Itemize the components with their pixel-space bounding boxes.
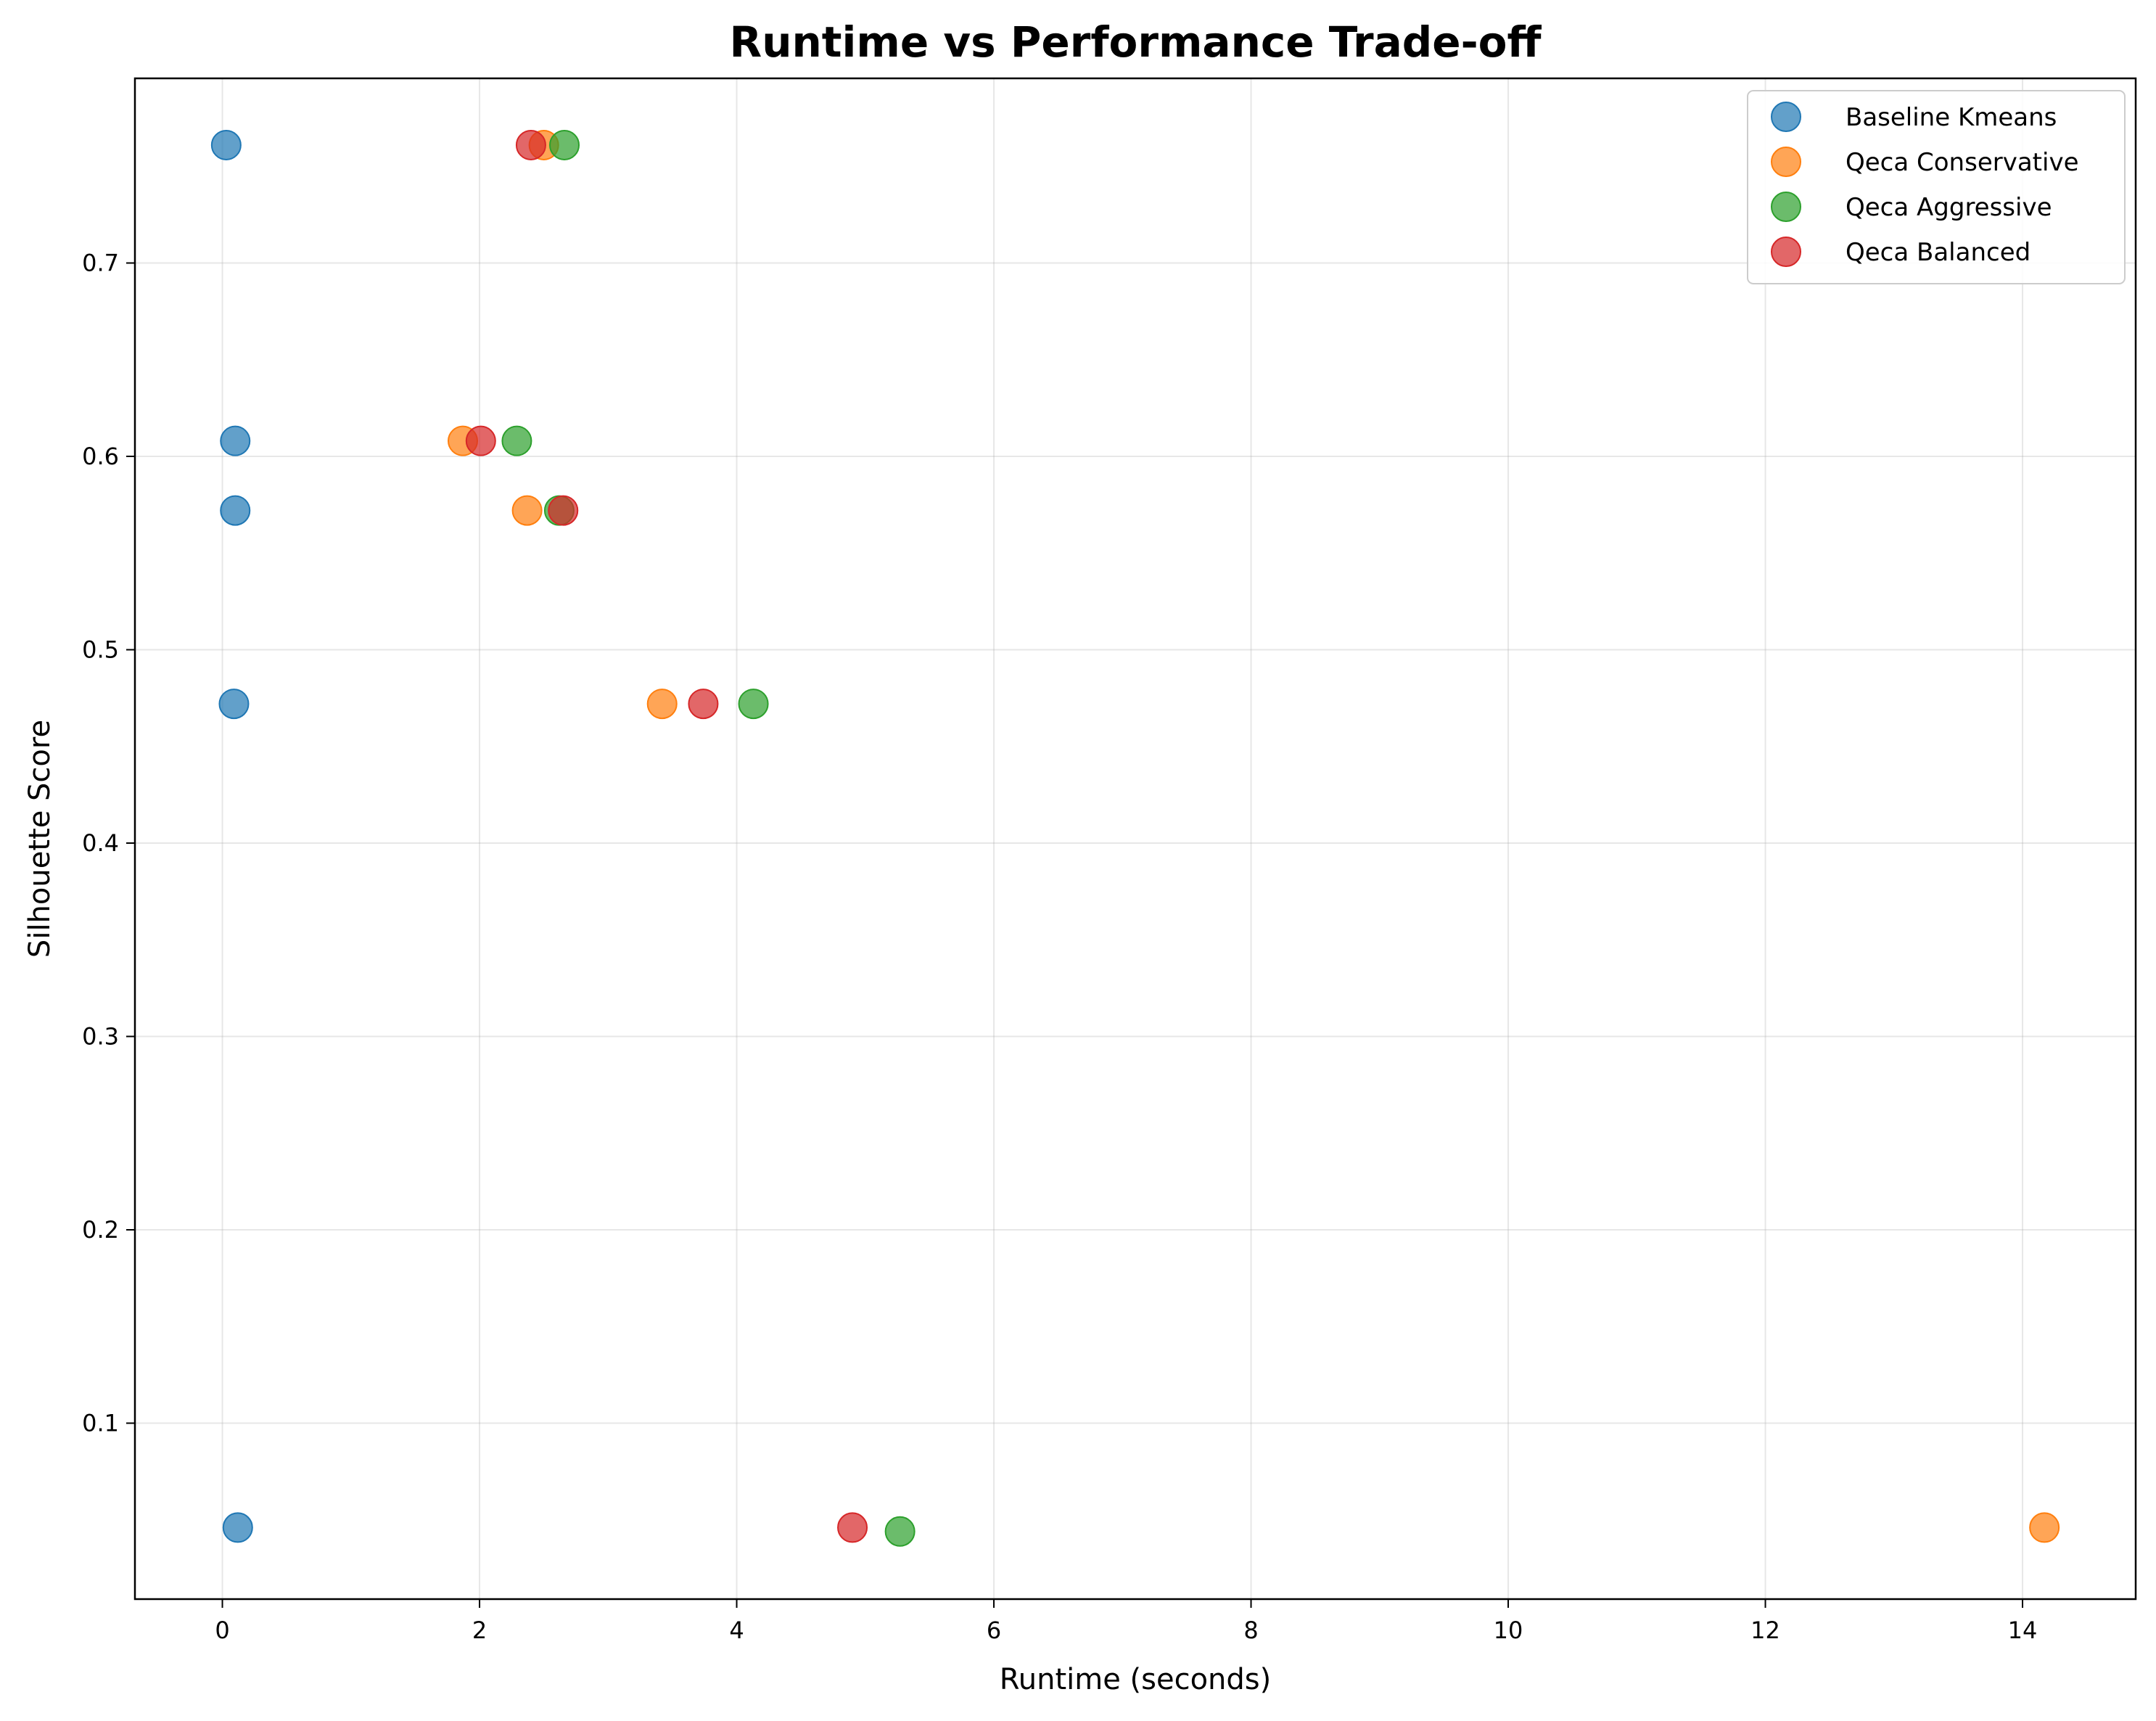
legend-label: Qeca Aggressive [1846,193,2052,222]
x-tick-label: 4 [729,1617,744,1644]
x-tick-label: 14 [2008,1617,2038,1644]
legend-marker [1771,237,1801,267]
scatter-point [511,495,543,526]
y-tick-label: 0.5 [82,636,119,663]
grid-lines [135,78,2136,1599]
scatter-point [222,1512,253,1543]
legend-marker [1771,147,1801,177]
x-tick-label: 12 [1750,1617,1780,1644]
legend-marker [1771,192,1801,222]
legend-label: Qeca Balanced [1846,238,2030,267]
x-axis-ticks: 0 2 4 6 8 10 12 14 [215,1599,2037,1644]
y-tick-label: 0.1 [82,1409,119,1437]
scatter-point [218,689,250,720]
y-axis-label: Silhouette Score [23,720,57,958]
scatter-point [220,495,251,526]
x-tick-label: 10 [1494,1617,1523,1644]
plot-frame [133,77,2137,1601]
chart-title: Runtime vs Performance Trade-off [730,17,1542,67]
y-tick-label: 0.6 [82,443,119,470]
scatter-point [884,1516,916,1547]
x-tick-label: 6 [987,1617,1001,1644]
series-group [465,129,868,1543]
x-axis-label: Runtime (seconds) [1000,1663,1272,1696]
scatter-point [646,689,678,720]
scatter-point [515,129,546,160]
scatter-point [548,495,579,526]
legend: Baseline Kmeans Qeca Conservative Qeca Agg… [1747,90,2126,284]
y-tick-label: 0.3 [82,1022,119,1050]
y-axis-ticks: 0.1 0.2 0.3 0.4 0.5 0.6 0.7 [82,250,135,1437]
y-tick-label: 0.7 [82,250,119,277]
scatter-point [837,1512,868,1543]
legend-label: Qeca Conservative [1846,148,2079,177]
legend-box [1747,90,2126,284]
scatter-point [2029,1512,2060,1543]
x-tick-label: 0 [215,1617,229,1644]
scatter-point [688,689,719,720]
scatter-point [738,689,769,720]
legend-label: Baseline Kmeans [1846,103,2057,132]
x-tick-label: 8 [1243,1617,1258,1644]
scatter-point [210,129,242,160]
scatter-point [501,425,532,456]
y-tick-label: 0.2 [82,1216,119,1244]
x-tick-label: 2 [472,1617,487,1644]
scatter-point [465,425,496,456]
scatter-point [549,129,580,160]
y-tick-label: 0.4 [82,829,119,857]
legend-marker [1771,102,1801,132]
plot-area [135,78,2136,1599]
series-group [210,129,253,1543]
data-points [210,129,2060,1547]
scatter-point [220,425,251,456]
